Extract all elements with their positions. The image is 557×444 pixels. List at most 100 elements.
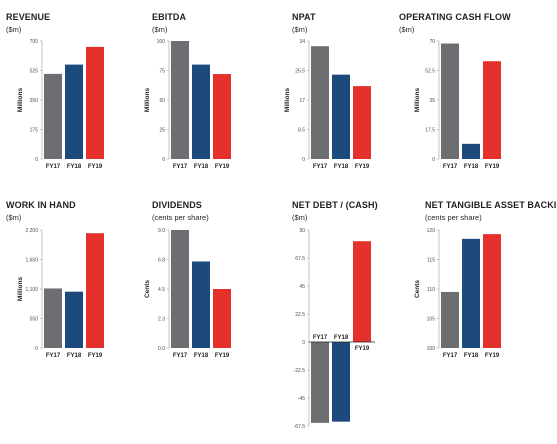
y-axis-label: Millions xyxy=(284,88,291,113)
y-tick-label: 34 xyxy=(299,39,305,45)
chart-subtitle: ($m) xyxy=(6,25,22,34)
y-tick-label: -22.5 xyxy=(294,368,306,374)
bar-fy19 xyxy=(483,234,501,348)
y-tick-label: 17 xyxy=(299,98,305,104)
bar-fy17 xyxy=(441,291,459,348)
y-tick-label: 550 xyxy=(30,316,39,322)
y-tick-label: 6.8 xyxy=(158,257,165,263)
chart-title: NET TANGIBLE ASSET BACKING xyxy=(425,200,557,210)
chart-plot: 0 175 350 525 700 Millions FY17 FY18 FY19 xyxy=(17,39,104,170)
y-axis-label: Cents xyxy=(414,280,421,298)
chart-plot: 0.0 2.3 4.5 6.8 9.0 Cents FY17 FY18 FY19 xyxy=(144,228,231,359)
bar-fy19 xyxy=(86,233,104,348)
chart-title: DIVIDENDS xyxy=(152,200,202,210)
y-tick-label: 50 xyxy=(159,98,165,104)
y-tick-label: 2,200 xyxy=(25,228,38,234)
category-label: FY18 xyxy=(334,335,349,341)
bar-fy18 xyxy=(65,291,83,348)
y-tick-label: 25 xyxy=(159,127,165,133)
y-tick-label: 67.5 xyxy=(295,256,305,262)
y-tick-label: 0 xyxy=(302,340,305,346)
category-label: FY19 xyxy=(215,353,230,359)
chart-subtitle: ($m) xyxy=(152,25,168,34)
y-tick-label: 0 xyxy=(432,157,435,163)
bar-fy18 xyxy=(192,64,210,159)
chart-plot: 0 8.5 17 25.5 34 Millions FY17 FY18 FY19 xyxy=(284,39,371,170)
y-tick-label: 100 xyxy=(157,39,166,45)
bar-fy18 xyxy=(332,74,350,159)
category-label: FY17 xyxy=(173,164,188,170)
chart-title: REVENUE xyxy=(6,12,51,22)
chart-subtitle: ($m) xyxy=(292,25,308,34)
chart-title: NPAT xyxy=(292,12,316,22)
y-tick-label: 8.5 xyxy=(298,127,305,133)
category-label: FY18 xyxy=(464,353,479,359)
chart-title: WORK IN HAND xyxy=(6,200,76,210)
category-label: FY17 xyxy=(313,335,328,341)
bar-fy17 xyxy=(311,342,329,423)
y-axis-label: Millions xyxy=(17,88,24,113)
category-label: FY18 xyxy=(194,353,209,359)
y-tick-label: 120 xyxy=(427,228,436,234)
bar-fy17 xyxy=(44,73,62,159)
y-tick-label: 175 xyxy=(30,127,39,133)
y-tick-label: -45 xyxy=(298,396,305,402)
y-tick-label: 75 xyxy=(159,68,165,74)
y-tick-label: 1,650 xyxy=(25,257,38,263)
y-tick-label: 525 xyxy=(30,68,39,74)
y-tick-label: 90 xyxy=(299,228,305,234)
chart-plot: 0 25 50 75 100 Millions FY17 FY18 FY19 xyxy=(144,39,231,170)
category-label: FY18 xyxy=(464,164,479,170)
chart-subtitle: ($m) xyxy=(6,213,22,222)
y-tick-label: 9.0 xyxy=(158,228,165,234)
category-label: FY19 xyxy=(355,346,370,352)
category-label: FY18 xyxy=(67,353,82,359)
category-label: FY17 xyxy=(46,164,61,170)
y-tick-label: 2.3 xyxy=(158,316,165,322)
category-label: FY19 xyxy=(485,164,500,170)
y-tick-label: 52.5 xyxy=(425,68,435,74)
category-label: FY19 xyxy=(88,353,103,359)
y-tick-label: 700 xyxy=(30,39,39,45)
category-label: FY19 xyxy=(485,353,500,359)
y-tick-label: 350 xyxy=(30,98,39,104)
category-label: FY19 xyxy=(88,164,103,170)
bar-fy19 xyxy=(353,241,371,342)
y-tick-label: 1,100 xyxy=(25,287,38,293)
bar-fy17 xyxy=(171,230,189,348)
bar-fy18 xyxy=(65,64,83,159)
chart-subtitle: (cents per share) xyxy=(425,213,482,222)
chart-title: OPERATING CASH FLOW xyxy=(399,12,511,22)
category-label: FY17 xyxy=(443,353,458,359)
y-axis-label: Millions xyxy=(414,88,421,113)
y-axis-label: Millions xyxy=(17,277,24,302)
y-tick-label: 0 xyxy=(302,157,305,163)
y-tick-label: -67.5 xyxy=(294,424,306,430)
category-label: FY17 xyxy=(46,353,61,359)
y-tick-label: 4.5 xyxy=(158,287,165,293)
y-tick-label: 35 xyxy=(429,98,435,104)
bar-fy17 xyxy=(171,41,189,159)
y-tick-label: 0 xyxy=(162,157,165,163)
bar-fy18 xyxy=(462,238,480,348)
chart-subtitle: ($m) xyxy=(292,213,308,222)
bar-fy18 xyxy=(192,261,210,348)
bar-fy18 xyxy=(332,342,350,422)
category-label: FY17 xyxy=(443,164,458,170)
bar-fy19 xyxy=(353,86,371,159)
bar-fy17 xyxy=(441,43,459,159)
bar-fy18 xyxy=(462,143,480,159)
y-tick-label: 0 xyxy=(35,157,38,163)
chart-subtitle: (cents per share) xyxy=(152,213,209,222)
chart-plot: -67.5 -45 -22.5 0 22.5 45 67.5 90 FY17 FY18 FY19 xyxy=(294,228,375,430)
y-tick-label: 45 xyxy=(299,284,305,290)
bar-fy19 xyxy=(213,74,231,159)
y-tick-label: 17.5 xyxy=(425,127,435,133)
bar-fy19 xyxy=(483,61,501,159)
category-label: FY17 xyxy=(313,164,328,170)
y-axis-label: Millions xyxy=(144,88,151,113)
category-label: FY18 xyxy=(194,164,209,170)
y-tick-label: 22.5 xyxy=(295,312,305,318)
y-tick-label: 0 xyxy=(35,346,38,352)
category-label: FY19 xyxy=(355,164,370,170)
